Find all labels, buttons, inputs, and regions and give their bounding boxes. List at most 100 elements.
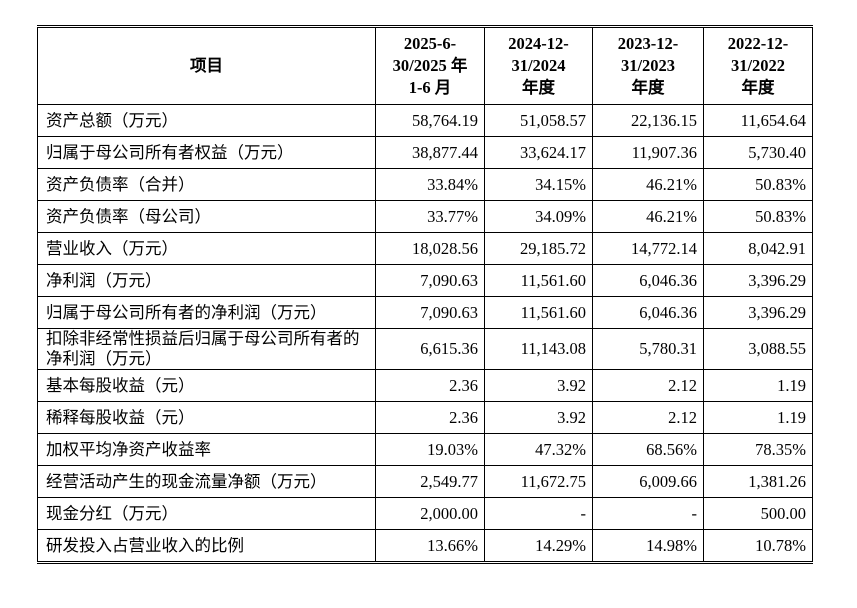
header-line: 年度	[522, 78, 555, 97]
row-label: 稀释每股收益（元）	[37, 401, 376, 434]
value-cell: 33.84%	[375, 168, 485, 201]
table-row: 资产负债率（合并） 33.84% 34.15% 46.21% 50.83%	[37, 168, 813, 201]
value-cell: 11,654.64	[703, 104, 813, 137]
value-cell: 5,730.40	[703, 136, 813, 169]
table-row: 现金分红（万元） 2,000.00- -500.00	[37, 497, 813, 530]
table-row: 扣除非经常性损益后归属于母公司所有者的净利润（万元） 6,615.36 11,143…	[37, 328, 813, 370]
table-row: 加权平均净资产收益率 19.03% 47.32% 68.56% 78.35%	[37, 433, 813, 466]
row-label: 研发投入占营业收入的比例	[37, 529, 376, 563]
header-cell: 2022-12- 31/2022 年度	[703, 26, 813, 105]
header-row: 项目 2025-6- 30/2025 年 1-6 月 2024-12- 31/2024 年度…	[37, 26, 813, 105]
value-cell: 7,090.63	[375, 264, 485, 297]
value-cell: 10.78%	[703, 529, 813, 563]
value-cell: 11,561.60	[484, 296, 593, 329]
value-cell: 6,046.36	[592, 296, 704, 329]
value-cell: 51,058.57	[484, 104, 593, 137]
value-cell: 5,780.31	[592, 328, 704, 370]
value-cell: 3,088.55	[703, 328, 813, 370]
data-table: 项目 2025-6- 30/2025 年 1-6 月 2024-12- 31/2024 年度…	[37, 25, 813, 564]
header-line: 31/2022	[730, 56, 786, 75]
value-cell: 46.21%	[592, 168, 704, 201]
value-cell: 1.19	[703, 401, 813, 434]
value-cell: 14.98%	[592, 529, 704, 563]
header-line: 31/2023	[620, 56, 676, 75]
value-cell: 46.21%	[592, 200, 704, 233]
value-cell: 68.56%	[592, 433, 704, 466]
value-cell: 3,396.29	[703, 264, 813, 297]
table-row: 基本每股收益（元） 2.36 3.92 2.12 1.19	[37, 369, 813, 402]
value-cell: 33,624.17	[484, 136, 593, 169]
header-line: 年度	[631, 78, 665, 97]
value-cell: 1.19	[703, 369, 813, 402]
row-label: 资产负债率（合并）	[37, 168, 376, 201]
value-cell: 3.92	[484, 369, 593, 402]
value-cell: 38,877.44	[375, 136, 485, 169]
value-cell: -	[484, 497, 593, 530]
header-line: 30/2025 年	[392, 56, 468, 75]
table-row: 归属于母公司所有者的净利润（万元） 7,090.63 11,561.60 6,046.…	[37, 296, 813, 329]
value-cell: 14,772.14	[592, 232, 704, 265]
table-row: 资产总额（万元） 58,764.19 51,058.57 22,136.15 11,65…	[37, 104, 813, 137]
header-line: 2025-6-	[403, 34, 457, 53]
header-line: 项目	[190, 56, 223, 75]
value-cell: 2.36	[375, 369, 485, 402]
row-label: 资产负债率（母公司）	[37, 200, 376, 233]
row-label: 营业收入（万元）	[37, 232, 376, 265]
value-cell: 2.36	[375, 401, 485, 434]
header-cell: 项目	[37, 26, 376, 105]
header-cell: 2025-6- 30/2025 年 1-6 月	[375, 26, 485, 105]
row-label: 归属于母公司所有者权益（万元）	[37, 136, 376, 169]
row-label: 扣除非经常性损益后归属于母公司所有者的净利润（万元）	[37, 328, 376, 370]
value-cell: 2,000.00	[375, 497, 485, 530]
value-cell: 3.92	[484, 401, 593, 434]
value-cell: 2,549.77	[375, 465, 485, 498]
header-line: 2024-12-	[508, 34, 569, 53]
value-cell: 500.00	[703, 497, 813, 530]
header-line: 2023-12-	[617, 34, 679, 53]
row-label: 现金分红（万元）	[37, 497, 376, 530]
table-row: 研发投入占营业收入的比例 13.66% 14.29% 14.98% 10.78%	[37, 529, 813, 563]
table-row: 经营活动产生的现金流量净额（万元） 2,549.77 11,672.75 6,009.…	[37, 465, 813, 498]
value-cell: 2.12	[592, 401, 704, 434]
value-cell: 7,090.63	[375, 296, 485, 329]
value-cell: 11,907.36	[592, 136, 704, 169]
table-body: 资产总额（万元） 58,764.19 51,058.57 22,136.15 11,65…	[37, 104, 813, 563]
value-cell: 8,042.91	[703, 232, 813, 265]
header-line: 2022-12-	[727, 34, 789, 53]
value-cell: 34.09%	[484, 200, 593, 233]
value-cell: 50.83%	[703, 200, 813, 233]
table-row: 归属于母公司所有者权益（万元） 38,877.44 33,624.17 11,907.…	[37, 136, 813, 169]
table-row: 净利润（万元） 7,090.63 11,561.60 6,046.36 3,396.29	[37, 264, 813, 297]
value-cell: 11,672.75	[484, 465, 593, 498]
header-cell: 2023-12- 31/2023 年度	[592, 26, 704, 105]
value-cell: 13.66%	[375, 529, 485, 563]
value-cell: 14.29%	[484, 529, 593, 563]
table-row: 稀释每股收益（元） 2.36 3.92 2.12 1.19	[37, 401, 813, 434]
value-cell: 6,046.36	[592, 264, 704, 297]
value-cell: 1,381.26	[703, 465, 813, 498]
value-cell: 22,136.15	[592, 104, 704, 137]
row-label: 净利润（万元）	[37, 264, 376, 297]
value-cell: 78.35%	[703, 433, 813, 466]
table-row: 资产负债率（母公司） 33.77% 34.09% 46.21% 50.83%	[37, 200, 813, 233]
header-cell: 2024-12- 31/2024 年度	[484, 26, 593, 105]
value-cell: 50.83%	[703, 168, 813, 201]
value-cell: 6,009.66	[592, 465, 704, 498]
value-cell: 3,396.29	[703, 296, 813, 329]
value-cell: 6,615.36	[375, 328, 485, 370]
row-label: 经营活动产生的现金流量净额（万元）	[37, 465, 376, 498]
value-cell: 2.12	[592, 369, 704, 402]
table-row: 营业收入（万元） 18,028.56 29,185.72 14,772.14 8,042…	[37, 232, 813, 265]
row-label: 加权平均净资产收益率	[37, 433, 376, 466]
value-cell: 11,561.60	[484, 264, 593, 297]
row-label: 资产总额（万元）	[37, 104, 376, 137]
value-cell: 29,185.72	[484, 232, 593, 265]
value-cell: 34.15%	[484, 168, 593, 201]
header-line: 1-6 月	[408, 78, 452, 97]
value-cell: 19.03%	[375, 433, 485, 466]
row-label: 归属于母公司所有者的净利润（万元）	[37, 296, 376, 329]
value-cell: -	[592, 497, 704, 530]
value-cell: 47.32%	[484, 433, 593, 466]
